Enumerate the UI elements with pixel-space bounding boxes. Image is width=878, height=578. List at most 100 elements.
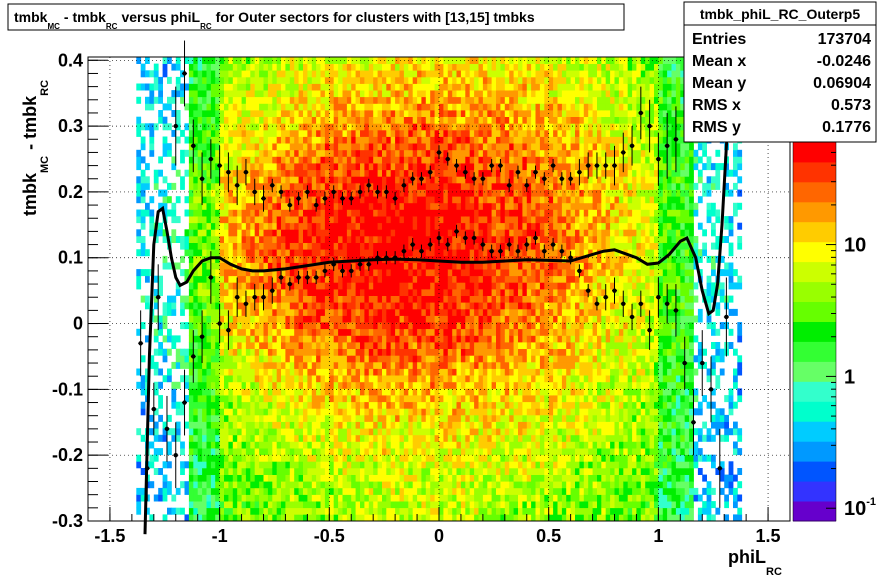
heatmap-cell bbox=[324, 189, 330, 197]
heatmap-cell bbox=[285, 57, 291, 64]
heatmap-cell bbox=[364, 83, 370, 91]
heatmap-cell bbox=[346, 421, 352, 429]
heatmap-cell bbox=[267, 474, 273, 482]
heatmap-cell bbox=[311, 136, 317, 144]
heatmap-cell bbox=[386, 83, 392, 91]
heatmap-cell bbox=[215, 216, 220, 224]
heatmap-cell bbox=[469, 136, 475, 144]
heatmap-cell bbox=[434, 129, 440, 137]
heatmap-cell bbox=[346, 57, 352, 64]
heatmap-cell bbox=[294, 143, 299, 151]
heatmap-cell bbox=[254, 448, 260, 456]
heatmap-cell bbox=[153, 123, 159, 131]
heatmap-cell bbox=[377, 202, 383, 210]
heatmap-cell bbox=[412, 176, 418, 184]
heatmap-cell bbox=[316, 361, 321, 369]
heatmap-cell bbox=[434, 434, 440, 442]
heatmap-cell bbox=[237, 222, 242, 230]
heatmap-cell bbox=[267, 322, 273, 330]
heatmap-cell bbox=[346, 514, 352, 522]
heatmap-cell bbox=[346, 375, 352, 383]
heatmap-cell bbox=[175, 116, 181, 124]
heatmap-cell bbox=[281, 70, 286, 78]
heatmap-cell bbox=[373, 96, 378, 104]
heatmap-cell bbox=[364, 289, 370, 296]
heatmap-cell bbox=[263, 242, 269, 250]
heatmap-cell bbox=[351, 448, 356, 456]
heatmap-cell bbox=[447, 76, 453, 84]
heatmap-cell bbox=[452, 249, 457, 257]
heatmap-cell bbox=[469, 282, 475, 290]
heatmap-cell bbox=[263, 315, 269, 323]
heatmap-cell bbox=[316, 110, 321, 117]
heatmap-cell bbox=[478, 507, 484, 515]
heatmap-cell bbox=[245, 163, 251, 171]
heatmap-cell bbox=[403, 275, 409, 283]
heatmap-cell bbox=[184, 322, 190, 330]
heatmap-cell bbox=[364, 428, 370, 436]
heatmap-cell bbox=[382, 381, 387, 389]
heatmap-cell bbox=[237, 487, 242, 495]
heatmap-cell bbox=[294, 76, 299, 84]
heatmap-cell bbox=[469, 348, 475, 356]
heatmap-cell bbox=[193, 401, 199, 409]
heatmap-cell bbox=[408, 322, 414, 330]
heatmap-cell bbox=[263, 123, 269, 131]
heatmap-cell bbox=[307, 143, 313, 151]
heatmap-cell bbox=[276, 381, 282, 389]
heatmap-cell bbox=[460, 209, 466, 217]
heatmap-cell bbox=[263, 163, 269, 171]
heatmap-cell bbox=[219, 428, 225, 436]
heatmap-cell bbox=[346, 322, 352, 330]
heatmap-cell bbox=[329, 335, 335, 343]
heatmap-cell bbox=[153, 169, 159, 177]
heatmap-cell bbox=[193, 388, 199, 396]
heatmap-cell bbox=[320, 275, 326, 283]
heatmap-cell bbox=[307, 63, 313, 71]
heatmap-cell bbox=[439, 481, 444, 489]
heatmap-cell bbox=[390, 182, 396, 190]
heatmap-cell bbox=[259, 275, 264, 283]
heatmap-cell bbox=[434, 163, 440, 171]
heatmap-cell bbox=[452, 315, 457, 323]
heatmap-cell bbox=[465, 507, 471, 515]
heatmap-cell bbox=[364, 381, 370, 389]
heatmap-cell bbox=[149, 229, 155, 237]
heatmap-cell bbox=[316, 388, 321, 396]
heatmap-cell bbox=[311, 76, 317, 84]
heatmap-cell bbox=[180, 308, 185, 316]
heatmap-cell bbox=[421, 368, 427, 376]
heatmap-cell bbox=[368, 322, 374, 330]
heatmap-cell bbox=[259, 222, 264, 230]
heatmap-cell bbox=[355, 361, 361, 369]
heatmap-cell bbox=[210, 448, 216, 456]
heatmap-cell bbox=[307, 315, 313, 323]
heatmap-cell bbox=[232, 110, 238, 117]
heatmap-cell bbox=[267, 282, 273, 290]
heatmap-cell bbox=[267, 514, 273, 522]
heatmap-cell bbox=[346, 302, 352, 310]
heatmap-cell bbox=[465, 57, 471, 64]
heatmap-cell bbox=[403, 90, 409, 98]
heatmap-cell bbox=[443, 441, 449, 449]
heatmap-cell bbox=[329, 328, 335, 336]
heatmap-cell bbox=[346, 116, 352, 124]
heatmap-cell bbox=[158, 116, 163, 124]
heatmap-cell bbox=[346, 123, 352, 131]
heatmap-cell bbox=[469, 507, 475, 515]
heatmap-cell bbox=[158, 342, 163, 349]
heatmap-cell bbox=[276, 216, 282, 224]
heatmap-cell bbox=[294, 255, 299, 263]
heatmap-cell bbox=[447, 262, 453, 270]
heatmap-cell bbox=[298, 295, 304, 303]
heatmap-cell bbox=[171, 335, 177, 343]
heatmap-cell bbox=[267, 375, 273, 383]
heatmap-cell bbox=[456, 395, 462, 403]
heatmap-cell bbox=[373, 494, 378, 502]
heatmap-cell bbox=[272, 514, 278, 522]
heatmap-cell bbox=[465, 116, 471, 124]
heatmap-cell bbox=[452, 401, 457, 409]
heatmap-cell bbox=[316, 149, 321, 157]
heatmap-cell bbox=[206, 249, 212, 257]
heatmap-cell bbox=[294, 209, 299, 217]
